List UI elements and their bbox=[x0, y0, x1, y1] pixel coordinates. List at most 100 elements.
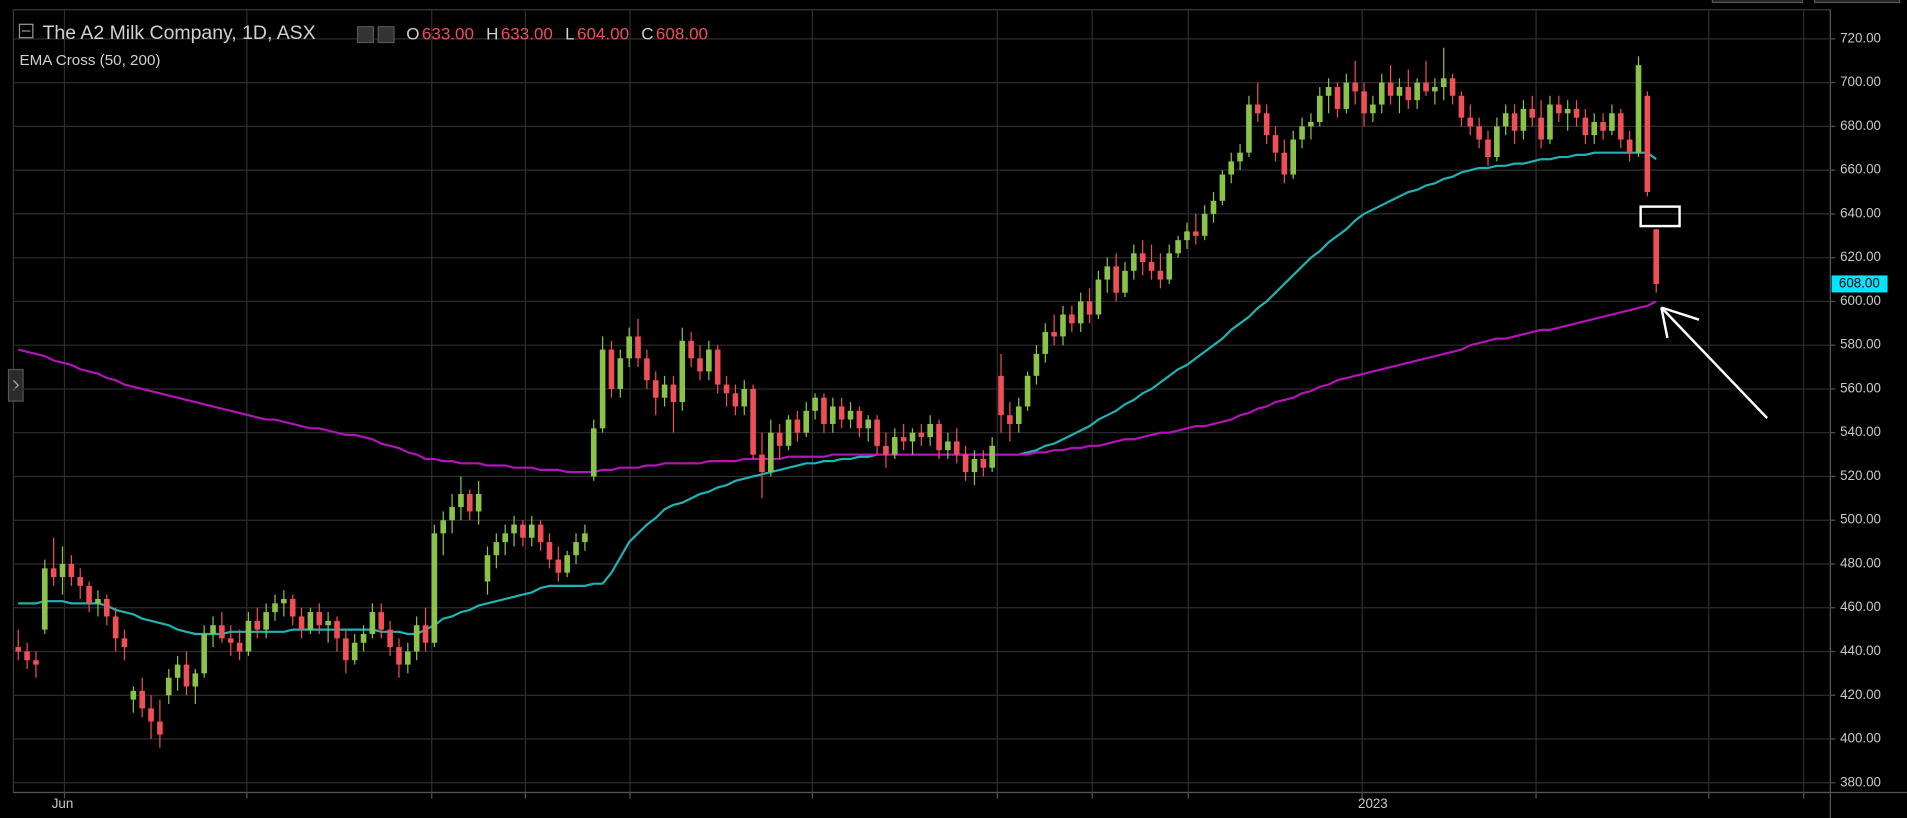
candle-body bbox=[1308, 122, 1314, 127]
candle-body bbox=[714, 349, 721, 385]
candle-body bbox=[1520, 108, 1527, 131]
candle-body bbox=[1007, 415, 1013, 424]
y-tick-label: 540.00 bbox=[1840, 424, 1881, 439]
settings-button[interactable] bbox=[377, 26, 395, 44]
candle-body bbox=[369, 612, 376, 634]
candle-body bbox=[1618, 113, 1624, 140]
candle-body bbox=[582, 533, 588, 543]
candle-body bbox=[1476, 126, 1482, 140]
candle-body bbox=[1600, 122, 1606, 131]
candle-body bbox=[1423, 82, 1429, 92]
candle-body bbox=[413, 625, 420, 652]
candle-body bbox=[821, 397, 827, 424]
last-price-box bbox=[1831, 275, 1888, 293]
candle-body bbox=[750, 388, 756, 455]
candle-body bbox=[1254, 104, 1261, 114]
y-tick-label: 560.00 bbox=[1840, 380, 1881, 395]
candle-body bbox=[732, 393, 739, 407]
toolbar-button[interactable] bbox=[1813, 0, 1901, 4]
candle-body bbox=[1378, 82, 1385, 105]
candle-body bbox=[812, 397, 818, 411]
candle-body bbox=[1122, 270, 1128, 293]
candle-body bbox=[1024, 375, 1031, 407]
ohlc-letter: O bbox=[406, 25, 419, 44]
y-tick-label: 600.00 bbox=[1840, 293, 1881, 308]
candle-body bbox=[1556, 104, 1562, 114]
candle-body bbox=[537, 524, 544, 543]
candle-body bbox=[422, 625, 429, 643]
candle-body bbox=[776, 432, 783, 446]
candle-body bbox=[856, 410, 863, 429]
candle-body bbox=[1458, 95, 1465, 118]
candle-body bbox=[245, 620, 252, 652]
candle-body bbox=[759, 454, 765, 473]
ohlc-letter: H bbox=[486, 25, 498, 44]
candle-body bbox=[396, 647, 402, 665]
candle-body bbox=[272, 603, 278, 613]
candle-body bbox=[1281, 152, 1288, 175]
candle-body bbox=[1033, 353, 1040, 376]
candle-body bbox=[59, 563, 66, 578]
candle-body bbox=[192, 673, 199, 687]
y-tick-label: 480.00 bbox=[1840, 556, 1881, 571]
candle-body bbox=[1175, 240, 1181, 254]
settings-button[interactable] bbox=[356, 26, 374, 44]
candle-body bbox=[1361, 91, 1367, 114]
candle-body bbox=[343, 638, 349, 661]
candle-body bbox=[1060, 314, 1066, 337]
candle-body bbox=[803, 410, 810, 433]
toolbar-button[interactable] bbox=[1711, 0, 1804, 4]
candle-body bbox=[307, 612, 314, 630]
ohlc-header: O 633.00 H 633.00 L 604.00 C 608.00 bbox=[406, 25, 708, 44]
candle-body bbox=[1104, 266, 1111, 280]
candle-body bbox=[1405, 87, 1412, 101]
candle-body bbox=[281, 598, 287, 604]
candle-body bbox=[785, 419, 792, 446]
candle-body bbox=[148, 708, 154, 722]
candle-body bbox=[998, 375, 1004, 416]
candle-body bbox=[466, 493, 473, 512]
candle-body bbox=[971, 458, 978, 473]
candle-body bbox=[1157, 270, 1164, 280]
candle-body bbox=[617, 358, 624, 389]
y-tick-label: 420.00 bbox=[1840, 687, 1881, 702]
y-tick-label: 500.00 bbox=[1840, 512, 1881, 527]
candle-body bbox=[1653, 229, 1660, 284]
candle-body bbox=[449, 507, 455, 521]
ema-line bbox=[17, 300, 1657, 474]
candle-body bbox=[1131, 253, 1137, 271]
candle-body bbox=[1387, 82, 1394, 96]
candle-body bbox=[626, 336, 632, 359]
candle-body bbox=[1626, 139, 1633, 153]
candle-body bbox=[1051, 332, 1057, 337]
candle-body bbox=[387, 629, 393, 648]
candle-body bbox=[431, 533, 438, 643]
candle-body bbox=[1485, 139, 1491, 158]
candle-body bbox=[86, 585, 92, 604]
candle-body bbox=[236, 642, 243, 652]
side-panel-toggle[interactable] bbox=[7, 368, 24, 402]
ohlc-letter: C bbox=[641, 25, 653, 44]
candle-body bbox=[918, 432, 925, 438]
candle-body bbox=[95, 598, 101, 604]
x-tick-label: Jun bbox=[52, 796, 74, 811]
ohlc-letter: L bbox=[565, 25, 574, 44]
candle-body bbox=[1609, 113, 1615, 131]
candle-body bbox=[210, 625, 216, 634]
ohlc-value: 633.00 bbox=[422, 25, 474, 44]
candle-body bbox=[564, 555, 570, 573]
candle-body bbox=[15, 647, 22, 652]
candle-body bbox=[661, 384, 668, 398]
candle-body bbox=[1529, 108, 1536, 118]
collapse-button[interactable] bbox=[18, 23, 34, 39]
candle-body bbox=[201, 633, 207, 674]
candle-body bbox=[838, 406, 845, 420]
candle-body bbox=[1077, 301, 1084, 324]
candle-body bbox=[139, 690, 145, 709]
candle-body bbox=[794, 419, 801, 433]
candle-body bbox=[183, 664, 190, 687]
candle-body bbox=[24, 651, 30, 661]
candle-body bbox=[697, 358, 703, 372]
candle-body bbox=[1573, 108, 1580, 118]
